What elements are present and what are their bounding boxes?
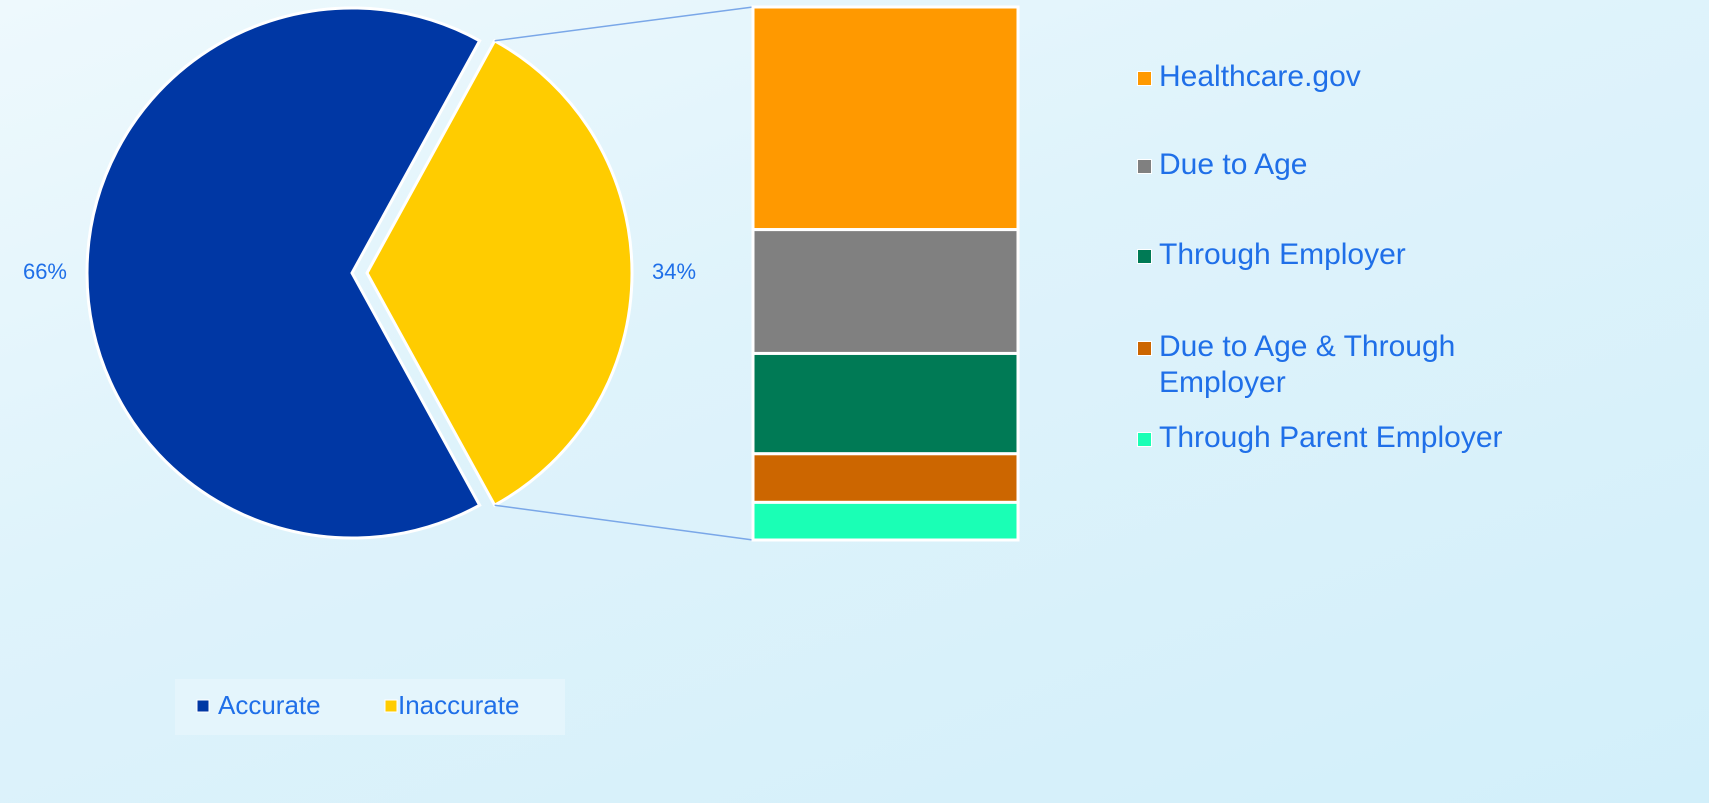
connector <box>494 504 754 541</box>
legend-label: Through Employer <box>1159 238 1406 271</box>
legend-swatch <box>1137 71 1152 86</box>
bar-segment <box>751 228 1020 355</box>
connector <box>494 6 754 42</box>
legend-swatch <box>384 699 398 713</box>
legend-item: Due to Age & Through Employer <box>1137 329 1547 401</box>
bar-segment <box>751 351 1020 456</box>
data-label: 66% <box>23 259 67 284</box>
legend-item: Through Parent Employer <box>1137 420 1547 456</box>
pie-slice <box>365 38 634 508</box>
legend-label: Due to Age <box>1159 148 1308 181</box>
legend-swatch <box>1137 341 1152 356</box>
legend-label: Inaccurate <box>398 690 519 720</box>
legend-swatch <box>1137 432 1152 447</box>
legend-swatch <box>1137 159 1152 174</box>
legend-label: Through Parent Employer <box>1159 421 1503 454</box>
legend-box <box>175 679 565 735</box>
legend-label: Healthcare.gov <box>1159 60 1361 93</box>
data-label: 34% <box>652 259 696 284</box>
legend-swatch <box>196 699 210 713</box>
pie-slice <box>85 6 482 540</box>
legend-swatch <box>1137 249 1152 264</box>
bar-segment <box>751 452 1020 504</box>
legend-item: Healthcare.gov <box>1137 59 1547 95</box>
bar-segment <box>751 500 1020 542</box>
bar-segment <box>751 5 1020 232</box>
legend-label: Accurate <box>218 690 321 720</box>
legend-item: Due to Age <box>1137 147 1547 183</box>
legend-label: Due to Age & Through Employer <box>1159 330 1456 399</box>
legend-item: Through Employer <box>1137 237 1547 273</box>
